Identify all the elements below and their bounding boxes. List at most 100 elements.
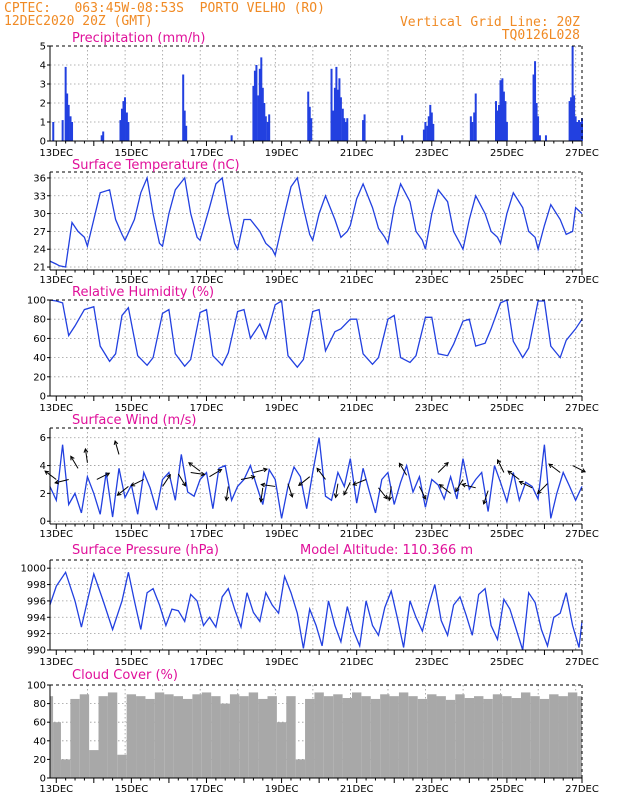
precip-bar <box>268 114 271 141</box>
precip-bar <box>263 103 266 141</box>
cloud-bar <box>483 698 493 778</box>
cloud-bar <box>417 698 428 778</box>
wind-vector <box>240 475 256 480</box>
wind-vector-shaft <box>335 483 339 498</box>
wind-vector-shaft <box>225 486 229 501</box>
precip-bar <box>66 93 69 141</box>
cloud-bar <box>520 692 531 778</box>
precip-bar <box>102 131 105 141</box>
panel-title: Surface Pressure (hPa) <box>72 543 219 558</box>
precip-bar <box>571 46 574 141</box>
cloud-bar <box>305 698 315 778</box>
wind-vector-shaft <box>44 470 57 480</box>
wind-vector <box>352 479 367 486</box>
wind-vector-shaft <box>519 481 533 489</box>
wind-vector-head <box>343 490 348 496</box>
precip-bar <box>537 116 540 141</box>
wind-vector-head <box>262 467 269 473</box>
wind-vector <box>113 440 120 455</box>
precip-bar <box>182 74 185 141</box>
grid-line-label: Vertical Grid Line: 20Z <box>399 15 580 30</box>
precip-bar <box>122 101 125 141</box>
x-tick-label: 13DEC <box>39 784 73 795</box>
precip-bar <box>427 116 430 141</box>
x-tick-label: 15DEC <box>114 529 148 540</box>
x-tick-label: 27DEC <box>565 657 599 668</box>
wind-vector-head <box>518 480 524 486</box>
precip-bar <box>336 89 339 141</box>
wind-vector-shaft <box>240 476 255 480</box>
wind-vector-head <box>289 492 294 498</box>
cloud-bar <box>380 694 390 778</box>
series-line <box>49 175 583 268</box>
cloud-bar <box>183 698 193 778</box>
panel-4 <box>44 427 587 529</box>
cloud-bar <box>370 698 381 778</box>
cloud-bar <box>145 698 155 778</box>
cloud-bar <box>445 699 456 778</box>
y-tick-label: 40 <box>33 353 46 364</box>
cloud-bar <box>70 698 80 778</box>
wind-vector <box>260 482 276 488</box>
precip-bar <box>71 122 74 141</box>
x-tick-label: 19DEC <box>265 403 299 414</box>
wind-vector <box>455 479 464 493</box>
wind-vector <box>572 465 587 473</box>
cloud-bar <box>408 696 418 778</box>
wind-vector <box>343 482 351 496</box>
precip-bar <box>61 120 64 141</box>
wind-vector-head <box>461 482 467 488</box>
precip-bar <box>255 65 258 141</box>
wind-vector <box>333 483 339 499</box>
cloud-bar <box>60 759 71 778</box>
wind-vector-head <box>250 475 256 480</box>
cloud-bar <box>314 692 324 778</box>
precip-bar <box>127 122 130 141</box>
wind-vector <box>461 482 476 489</box>
cloud-bar <box>79 694 90 778</box>
x-tick-label: 23DEC <box>415 403 449 414</box>
precip-bar <box>363 114 366 141</box>
y-tick-label: 992 <box>27 629 46 640</box>
precip-bar <box>183 110 186 141</box>
y-tick-label: 20 <box>33 372 46 383</box>
cloud-bar <box>436 696 446 778</box>
wind-vector <box>287 483 294 498</box>
precip-bar <box>496 110 499 141</box>
x-tick-label: 17DEC <box>190 403 224 414</box>
wind-vector <box>316 467 326 480</box>
cloud-bar <box>258 698 268 778</box>
precip-bar <box>473 112 476 141</box>
x-tick-label: 25DEC <box>490 148 524 159</box>
wind-vector-head <box>70 455 75 461</box>
wind-vector <box>44 470 57 480</box>
y-tick-label: 27 <box>33 227 46 238</box>
wind-vector-head <box>130 482 136 487</box>
wind-vector-shaft <box>209 469 222 478</box>
x-tick-label: 25DEC <box>490 657 524 668</box>
x-tick-label: 15DEC <box>114 403 148 414</box>
precip-bar <box>535 103 538 141</box>
precip-bar <box>432 123 435 141</box>
x-tick-label: 19DEC <box>265 784 299 795</box>
x-tick-label: 21DEC <box>340 148 374 159</box>
precip-bar <box>69 116 72 141</box>
precip-bar <box>253 70 256 141</box>
location-label: CPTEC: 063:45W-08:53S PORTO VELHO (RO) <box>4 1 325 16</box>
y-tick-label: 60 <box>33 334 46 345</box>
wind-vector <box>297 476 311 487</box>
cloud-bar <box>539 698 550 778</box>
y-tick-label: 0 <box>40 774 46 785</box>
x-tick-label: 27DEC <box>565 148 599 159</box>
x-tick-label: 23DEC <box>415 529 449 540</box>
y-tick-label: 1000 <box>21 564 46 575</box>
cloud-bar <box>530 696 540 778</box>
precip-bar <box>123 97 126 141</box>
x-tick-label: 13DEC <box>39 148 73 159</box>
x-tick-label: 23DEC <box>415 275 449 286</box>
wind-vector-head <box>181 481 187 487</box>
wind-vector-shaft <box>298 476 311 486</box>
precip-bar <box>469 116 472 141</box>
precip-bar <box>495 101 498 141</box>
y-tick-label: 6 <box>40 433 46 444</box>
